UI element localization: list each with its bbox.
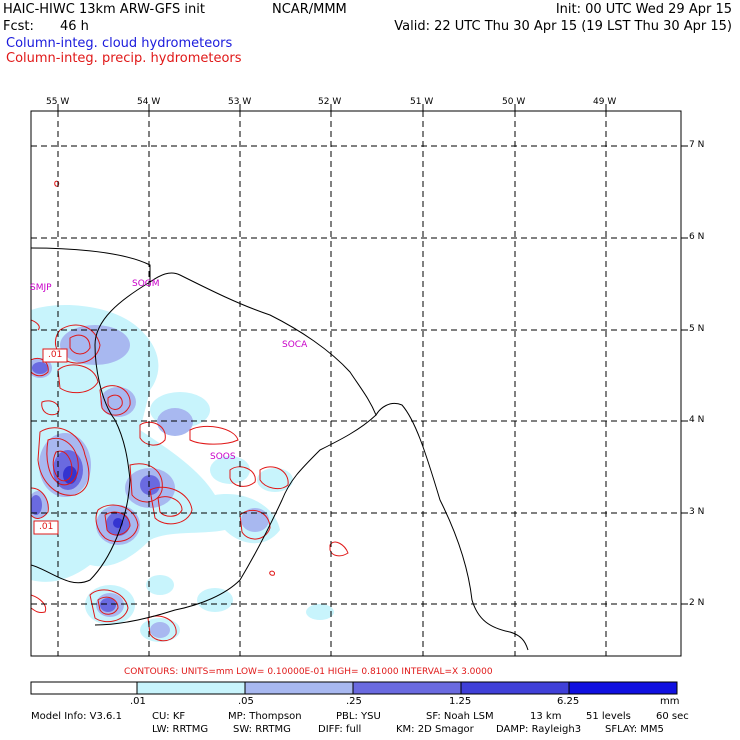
lat-label: 2 N — [689, 598, 705, 608]
colorbar-label: .05 — [238, 696, 254, 707]
forecast-label: Fcst: — [3, 19, 34, 34]
model-info: DIFF: full — [318, 724, 362, 735]
station-label: SOOS — [210, 452, 236, 462]
lat-label: 3 N — [689, 507, 705, 517]
contour-label: .01 — [39, 522, 54, 532]
lon-label: 50 W — [502, 97, 526, 107]
cloud-field-core — [63, 466, 123, 528]
legend-cloud: Column-integ. cloud hydrometeors — [6, 36, 233, 51]
plot-title: HAIC-HIWC 13km ARW-GFS init — [3, 2, 205, 17]
colorbar — [30, 681, 678, 695]
colorbar-label: 1.25 — [449, 696, 472, 707]
init-time: Init: 00 UTC Wed 29 Apr 15 — [555, 2, 732, 17]
coastline — [31, 247, 529, 651]
model-info: 51 levels — [586, 711, 631, 722]
org-label: NCAR/MMM — [272, 2, 347, 17]
model-info: DAMP: Rayleigh3 — [496, 724, 582, 735]
lat-lon-grid — [31, 111, 681, 656]
contour-label-box — [42, 348, 68, 363]
valid-time: Valid: 22 UTC Thu 30 Apr 15 (19 LST Thu … — [394, 19, 732, 34]
colorbar-units: mm — [660, 696, 680, 707]
station-label: SOCA — [282, 340, 308, 350]
precip-contours — [31, 180, 349, 642]
model-info: SW: RRTMG — [233, 724, 291, 735]
station-label: SMJP — [30, 283, 52, 293]
contour-label: .01 — [48, 350, 63, 360]
lon-label: 54 W — [137, 97, 161, 107]
model-info: KM: 2D Smagor — [396, 724, 474, 735]
model-info: 13 km — [530, 711, 562, 722]
lon-label: 52 W — [318, 97, 342, 107]
model-info: LW: RRTMG — [152, 724, 209, 735]
lat-label: 7 N — [689, 140, 705, 150]
model-info: PBL: YSU — [336, 711, 381, 722]
model-info: Model Info: V3.6.1 — [31, 711, 122, 722]
legend-precip: Column-integ. precip. hydrometeors — [6, 51, 242, 66]
contour-label-box — [33, 520, 59, 535]
colorbar-label: 6.25 — [557, 696, 580, 707]
lon-label: 49 W — [593, 97, 617, 107]
model-info: SFLAY: MM5 — [605, 724, 664, 735]
colorbar-label: .01 — [130, 696, 146, 707]
model-info: SF: Noah LSM — [426, 711, 494, 722]
lon-label: 51 W — [410, 97, 434, 107]
lat-label: 4 N — [689, 415, 705, 425]
model-info: 60 sec — [656, 711, 689, 722]
forecast-hour: 46 h — [60, 19, 89, 34]
model-info: CU: KF — [152, 711, 186, 722]
lat-label: 5 N — [689, 324, 705, 334]
lon-label: 53 W — [228, 97, 252, 107]
map-frame — [30, 110, 682, 657]
lon-label: 55 W — [46, 97, 70, 107]
lat-label: 6 N — [689, 232, 705, 242]
contour-info: CONTOURS: UNITS=mm LOW= 0.10000E-01 HIGH… — [124, 667, 493, 677]
model-info: MP: Thompson — [228, 711, 302, 722]
station-label: SOGM — [132, 279, 160, 289]
colorbar-label: .25 — [346, 696, 362, 707]
axis-ticks — [57, 104, 688, 605]
